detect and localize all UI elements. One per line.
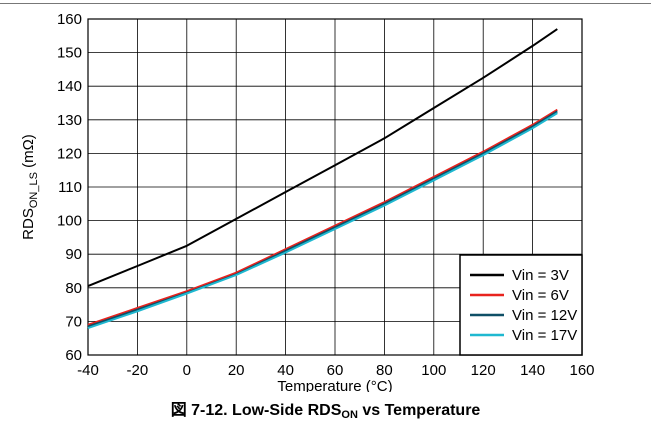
y-tick-label: 70 xyxy=(65,313,82,330)
y-tick-label: 160 xyxy=(57,11,82,28)
y-tick-label: 150 xyxy=(57,45,82,62)
x-tick-label: 100 xyxy=(421,362,446,379)
legend-label: Vin = 17V xyxy=(512,327,577,344)
y-tick-label: 80 xyxy=(65,280,82,297)
plot-frame xyxy=(87,18,583,356)
caption-prefix: 図 7-12. Low-Side RDS xyxy=(170,402,342,419)
x-tick-label: 120 xyxy=(471,362,496,379)
legend-label: Vin = 12V xyxy=(512,307,577,324)
legend-box xyxy=(459,254,583,356)
x-tick-label: 40 xyxy=(277,362,294,379)
y-tick-label: 120 xyxy=(57,145,82,162)
series-line-4 xyxy=(87,112,558,330)
y-tick-label: 90 xyxy=(65,246,82,263)
y-tick-label: 60 xyxy=(65,347,82,364)
x-axis-title: Temperature (°C) xyxy=(277,378,392,392)
y-tick-label: 130 xyxy=(57,112,82,129)
y-axis-title: RDSON_LS (mΩ) xyxy=(20,134,40,240)
legend-label: Vin = 6V xyxy=(512,287,569,304)
x-tick-label: 20 xyxy=(228,362,245,379)
y-tick-label: 140 xyxy=(57,78,82,95)
x-tick-label: 160 xyxy=(569,362,594,379)
x-tick-label: -20 xyxy=(127,362,149,379)
x-tick-label: 60 xyxy=(327,362,344,379)
caption-subscript: ON xyxy=(341,409,358,421)
series-line-2 xyxy=(87,108,558,326)
figure-caption: 図 7-12. Low-Side RDSON vs Temperature xyxy=(0,396,651,421)
rdson-temperature-chart: 60 70 80 90 100 110 120 130 140 150 160 -40 -20 0 20 40… xyxy=(0,3,651,392)
caption-suffix: vs Temperature xyxy=(357,402,481,419)
y-tick-label: 110 xyxy=(58,179,82,196)
x-tick-label: 0 xyxy=(183,362,191,379)
x-tick-label: -40 xyxy=(77,362,99,379)
legend-label: Vin = 3V xyxy=(512,267,569,284)
x-tick-label: 80 xyxy=(376,362,393,379)
series-line-1 xyxy=(87,28,558,288)
y-tick-label: 100 xyxy=(57,213,82,230)
x-tick-label: 140 xyxy=(520,362,545,379)
